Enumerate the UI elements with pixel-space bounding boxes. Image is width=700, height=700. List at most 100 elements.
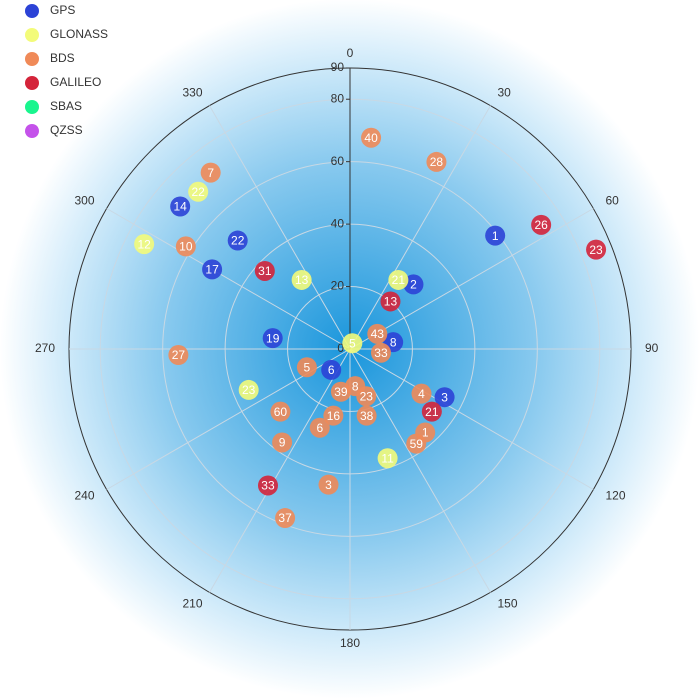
- legend-label: GALILEO: [50, 75, 101, 89]
- satellite: [318, 474, 339, 495]
- satellite: [426, 151, 447, 172]
- satellite-label: 3: [325, 478, 332, 492]
- satellite: [188, 181, 209, 202]
- radial-tick-label: 40: [331, 216, 345, 230]
- satellite-label: 21: [425, 405, 439, 419]
- legend-marker: [25, 76, 39, 90]
- satellite: [406, 433, 427, 454]
- angle-label: 30: [498, 86, 512, 100]
- satellite: [421, 401, 442, 422]
- satellite-label: 23: [242, 383, 256, 397]
- satellite: [361, 127, 382, 148]
- angle-label: 90: [645, 341, 659, 355]
- legend-marker: [25, 4, 39, 18]
- satellite: [291, 269, 312, 290]
- angle-label: 180: [340, 636, 360, 650]
- angle-label: 150: [498, 597, 518, 611]
- satellite: [257, 475, 278, 496]
- satellite-label: 43: [371, 327, 385, 341]
- satellite-label: 7: [207, 166, 214, 180]
- radial-tick-label: 20: [331, 279, 345, 293]
- satellite-label: 17: [205, 263, 219, 277]
- radial-tick-label: 0: [337, 341, 344, 355]
- satellite-label: 39: [334, 385, 348, 399]
- satellite-label: 1: [492, 229, 499, 243]
- angle-label: 330: [182, 86, 202, 100]
- satellite-label: 21: [392, 273, 406, 287]
- satellite: [321, 359, 342, 380]
- satellite-label: 12: [137, 237, 151, 251]
- satellite-label: 60: [274, 405, 288, 419]
- satellite-label: 1: [422, 426, 429, 440]
- satellite: [388, 269, 409, 290]
- satellite-label: 27: [172, 348, 186, 362]
- satellite: [434, 387, 455, 408]
- satellite-label: 22: [231, 234, 245, 248]
- satellite: [342, 333, 363, 354]
- satellite: [254, 260, 275, 281]
- legend-label: QZSS: [50, 123, 83, 137]
- satellite: [168, 344, 189, 365]
- satellite: [370, 342, 391, 363]
- satellite-label: 8: [352, 379, 359, 393]
- grid-spoke: [349, 348, 594, 490]
- satellite-label: 59: [410, 437, 424, 451]
- satellite: [262, 328, 283, 349]
- satellite: [270, 401, 291, 422]
- satellite-label: 2: [410, 278, 417, 292]
- satellite: [380, 291, 401, 312]
- satellite: [377, 448, 398, 469]
- satellite: [403, 274, 424, 295]
- angle-label: 240: [74, 489, 94, 503]
- legend-marker: [25, 52, 39, 66]
- grid-spoke: [349, 105, 491, 350]
- satellite: [170, 196, 191, 217]
- satellite-label: 19: [266, 331, 280, 345]
- satellite-label: 14: [174, 200, 188, 214]
- satellite-label: 5: [304, 360, 311, 374]
- legend-label: GLONASS: [50, 27, 108, 41]
- satellite: [200, 162, 221, 183]
- satellite-label: 6: [316, 421, 323, 435]
- satellite: [356, 405, 377, 426]
- satellite: [309, 417, 330, 438]
- satellite: [175, 236, 196, 257]
- satellite: [238, 379, 259, 400]
- satellite-label: 28: [430, 155, 444, 169]
- satellite: [323, 405, 344, 426]
- angle-label: 300: [74, 194, 94, 208]
- satellite-label: 10: [179, 240, 193, 254]
- satellite-label: 8: [390, 335, 397, 349]
- satellite-label: 3: [441, 390, 448, 404]
- satellite: [367, 323, 388, 344]
- satellite-label: 33: [374, 346, 388, 360]
- satellite-label: 6: [328, 363, 335, 377]
- angle-label: 210: [182, 597, 202, 611]
- legend-marker: [25, 124, 39, 138]
- angle-label: 60: [605, 194, 619, 208]
- satellite: [485, 225, 506, 246]
- satellite: [356, 386, 377, 407]
- satellite-label: 40: [364, 131, 378, 145]
- angle-label: 0: [347, 46, 354, 60]
- satellite-label: 13: [295, 273, 309, 287]
- radial-tick-label: 80: [331, 91, 345, 105]
- angle-label: 270: [35, 341, 55, 355]
- grid-spoke: [209, 348, 351, 593]
- satellite: [227, 230, 248, 251]
- legend-marker: [25, 28, 39, 42]
- satellite-label: 38: [360, 409, 374, 423]
- radial-tick-label: 90: [331, 60, 345, 74]
- satellite-label: 37: [278, 511, 292, 525]
- satellite-label: 26: [534, 218, 548, 232]
- radial-tick-label: 60: [331, 154, 345, 168]
- grid-spoke: [209, 105, 351, 350]
- satellite: [411, 383, 432, 404]
- legend-label: SBAS: [50, 99, 82, 113]
- satellite-label: 23: [589, 243, 603, 257]
- angle-label: 120: [605, 489, 625, 503]
- grid-spoke: [106, 208, 351, 350]
- satellite-label: 4: [418, 387, 425, 401]
- satellite: [134, 234, 155, 255]
